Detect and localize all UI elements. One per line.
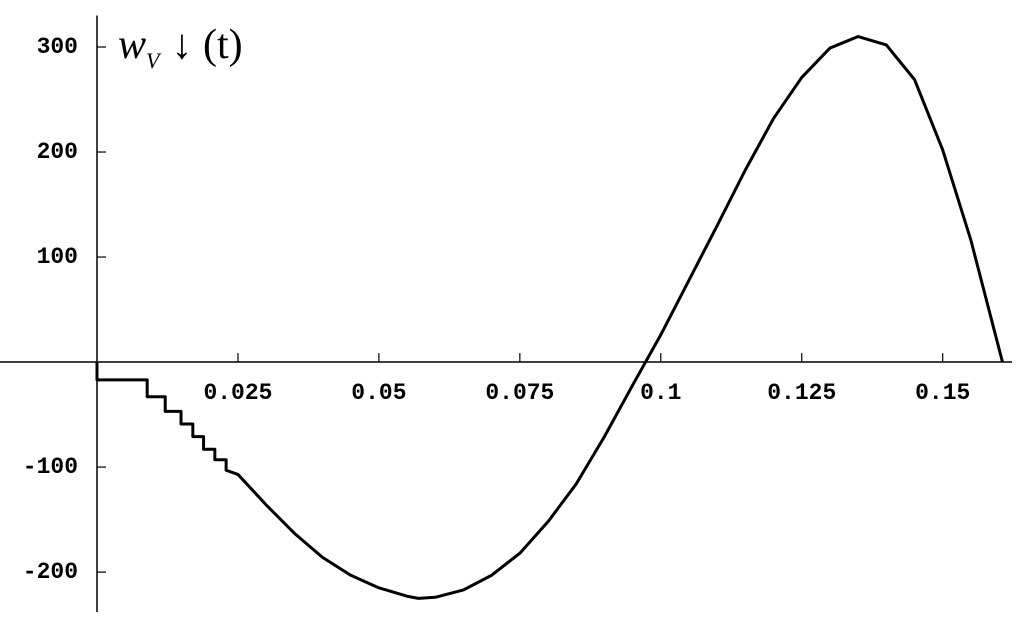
x-tick-label: 0.025 (203, 380, 272, 406)
x-tick-label: 0.125 (767, 380, 836, 406)
x-tick-label: 0.1 (640, 380, 681, 406)
data-line (95, 35, 1004, 600)
y-label-suffix: ↓ (t) (171, 22, 242, 68)
y-tick-label: -100 (23, 454, 78, 480)
y-label-subscript: V (146, 48, 162, 73)
y-label-base: w (118, 22, 146, 68)
x-tick-label: 0.05 (351, 380, 406, 406)
x-tick-label: 0.15 (915, 380, 970, 406)
y-tick-label: 100 (37, 244, 78, 270)
y-tick-label: 200 (37, 139, 78, 165)
y-axis-label: wV ↓ (t) (118, 22, 243, 73)
x-tick-label: 0.075 (485, 380, 554, 406)
y-tick-label: -200 (23, 559, 78, 585)
y-tick-label: 300 (37, 34, 78, 60)
